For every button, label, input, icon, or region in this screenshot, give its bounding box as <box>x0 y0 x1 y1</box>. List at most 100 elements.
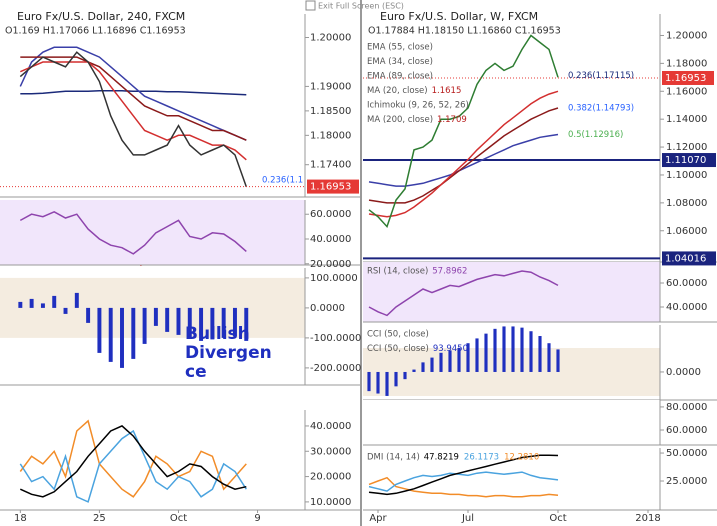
histogram-bar <box>475 338 479 372</box>
y-tick-label: 1.18000 <box>666 58 707 69</box>
y-tick-label: 1.12000 <box>666 142 707 153</box>
x-tick-label: 18 <box>14 513 27 524</box>
histogram-bar <box>120 307 124 368</box>
fullscreen-icon[interactable] <box>305 0 316 11</box>
level-label: 1.11070 <box>665 155 706 166</box>
legend-label: Ichimoku (9, 26, 52, 26) <box>367 101 469 111</box>
histogram-bar <box>210 307 215 340</box>
histogram-bar <box>108 307 113 362</box>
y-tick-label: 1.14000 <box>666 114 707 125</box>
histogram-bar <box>74 292 79 308</box>
series-line <box>368 133 559 187</box>
histogram-bar <box>439 352 443 372</box>
histogram-bar <box>403 371 407 380</box>
x-tick-label: Apr <box>369 513 387 524</box>
series-line <box>19 46 247 141</box>
x-tick-label: Oct <box>170 513 187 524</box>
series-line <box>368 107 559 204</box>
last-price-box <box>307 179 359 194</box>
legend-reading: 1.1615 <box>432 86 462 96</box>
histogram-bar <box>457 348 461 372</box>
last-price: 1.16953 <box>665 73 706 84</box>
legend-reading: 12.2810 <box>504 453 539 463</box>
legend-reading: 26.1173 <box>464 453 499 463</box>
y-tick-label: -200.0000 <box>310 363 361 374</box>
y-tick-label: 40.0000 <box>666 302 707 313</box>
histogram-bar <box>165 307 170 332</box>
y-tick-label: 0.0000 <box>310 303 345 314</box>
legend-reading: 93.9450 <box>433 344 468 354</box>
x-tick-label: 9 <box>254 513 260 524</box>
histogram-bar <box>385 371 389 396</box>
histogram-bar <box>142 307 147 344</box>
histogram-bar <box>199 307 204 341</box>
series-line <box>19 419 247 498</box>
histogram-bar <box>493 328 497 372</box>
y-tick-label: 80.0000 <box>666 402 707 413</box>
series-line <box>368 34 559 229</box>
histogram-bar <box>412 369 416 372</box>
exit-fullscreen[interactable]: Exit Full Screen (ESC) <box>318 2 404 11</box>
annotation: Bullish <box>185 324 250 344</box>
y-tick-label: 100.0000 <box>310 273 358 284</box>
histogram-bar <box>29 298 34 308</box>
ohlc: O1.169 H1.17066 L1.16896 C1.16953 <box>5 26 186 37</box>
legend-label: CCI (50, close) <box>367 344 429 354</box>
series-line <box>368 270 559 317</box>
level-box <box>662 153 716 168</box>
histogram-bar <box>394 371 398 387</box>
y-tick-label: 0.0000 <box>666 367 701 378</box>
histogram-bar <box>538 336 542 372</box>
series-line <box>368 471 559 492</box>
histogram-bar <box>176 307 181 335</box>
last-price: 1.16953 <box>310 182 351 193</box>
histogram-bar <box>520 327 524 372</box>
y-tick-label: 1.16000 <box>666 86 707 97</box>
y-tick-label: 1.18500 <box>310 106 351 117</box>
histogram-bar <box>40 303 45 308</box>
legend-label: EMA (89, close) <box>367 72 433 82</box>
series-line <box>20 61 247 161</box>
histogram-bar <box>421 362 425 372</box>
y-tick-label: 50.0000 <box>666 448 707 459</box>
y-tick-label: 1.19000 <box>310 81 351 92</box>
histogram-bar <box>63 307 68 314</box>
y-tick-label: 60.0000 <box>666 278 707 289</box>
histogram-bar <box>18 301 23 308</box>
histogram-bar <box>97 307 102 353</box>
series-line <box>19 51 248 187</box>
y-tick-label: -100.0000 <box>310 333 361 344</box>
x-tick-label: Oct <box>549 513 566 524</box>
ohlc: O1.17884 H1.18150 L1.16860 C1.16953 <box>368 26 561 37</box>
histogram-bar <box>466 343 470 372</box>
legend-label: CCI (50, close) <box>367 330 429 340</box>
y-tick-label: 1.20000 <box>666 30 707 41</box>
x-tick-label: Jul <box>461 513 474 524</box>
y-tick-label: 30.0000 <box>310 446 351 457</box>
series-line <box>368 90 559 218</box>
histogram-bar <box>244 307 249 341</box>
y-tick-label: 10.0000 <box>310 497 351 508</box>
histogram-bar <box>131 307 136 359</box>
level-box <box>662 251 716 266</box>
panel-bg <box>363 14 660 262</box>
series-line <box>19 210 247 255</box>
series-line <box>368 476 559 498</box>
series-line <box>19 429 247 503</box>
legend-reading: 57.8962 <box>432 267 467 277</box>
histogram-bar <box>367 371 371 392</box>
fib-label: 0.5(1.12916) <box>568 130 623 140</box>
y-tick-label: 60.0000 <box>666 425 707 436</box>
histogram-bar <box>187 307 192 338</box>
level-label: 1.04016 <box>665 253 706 264</box>
histogram-bar <box>232 307 237 337</box>
panel-bg <box>0 14 305 197</box>
y-tick-label: 1.10000 <box>666 170 707 181</box>
fib-label: 0.236(1.1 <box>262 176 303 186</box>
histogram-bar <box>529 331 533 372</box>
y-tick-label: 1.17400 <box>310 160 351 171</box>
y-tick-label: 20.0000 <box>310 259 351 270</box>
histogram-bar <box>511 326 515 372</box>
series-line <box>20 90 247 96</box>
